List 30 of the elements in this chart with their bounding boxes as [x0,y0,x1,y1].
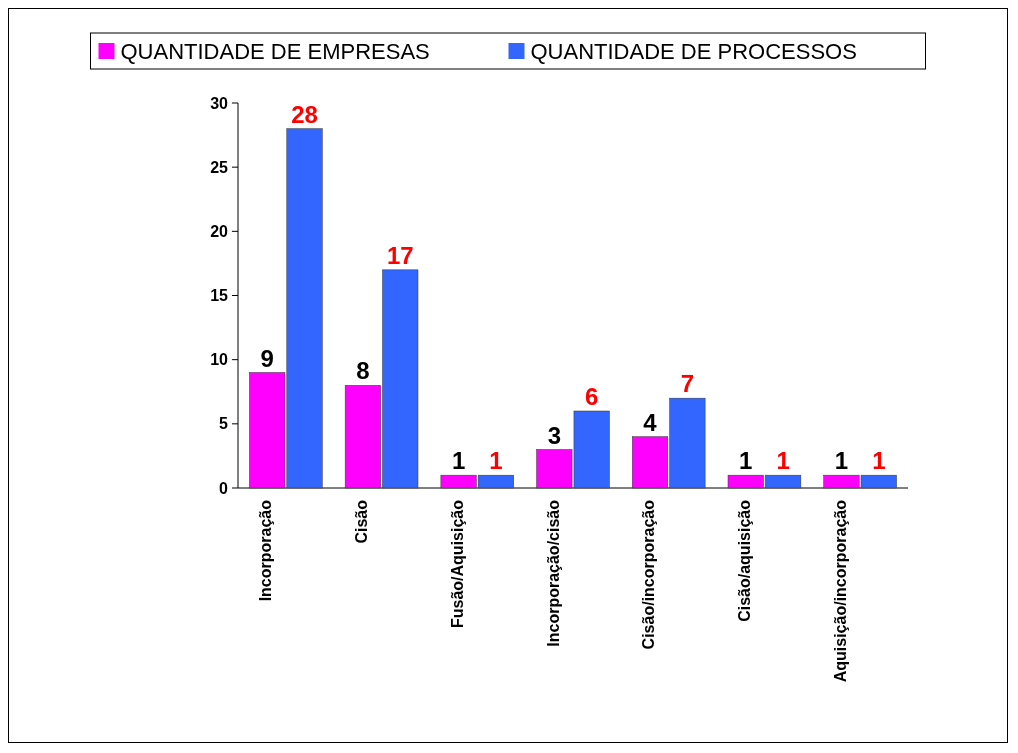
data-label: 28 [291,100,318,128]
data-label: 17 [386,241,414,269]
data-label: 1 [834,447,849,475]
data-label: 3 [547,421,561,449]
x-tick-label: Incorporação [257,499,275,602]
data-label: 1 [739,447,753,475]
y-tick-label: 30 [210,94,229,112]
data-label: 1 [489,447,503,475]
y-tick-label: 0 [219,479,229,497]
x-tick-label: Cisão/aquisição [736,499,754,622]
x-tick-label: Fusão/Aquisição [448,499,466,629]
data-label: 1 [451,447,466,475]
y-tick-label: 20 [210,222,229,240]
x-tick-label: Aquisição/incorporação [831,499,849,683]
data-label: 9 [260,344,274,372]
data-label: 1 [872,447,886,475]
data-label: 4 [643,408,658,436]
y-tick-label: 10 [210,351,229,369]
x-tick-label: Cisão/incorporação [640,499,658,650]
x-tick-label: Incorporação/cisão [544,499,562,647]
y-tick-label: 15 [210,287,229,305]
data-label: 6 [585,383,599,410]
data-label: 1 [776,447,790,475]
y-tick-label: 25 [210,158,229,176]
y-tick-label: 5 [219,415,229,433]
data-label: 7 [680,370,695,398]
legend-label: QUANTIDADE DE EMPRESAS [120,38,430,64]
x-tick-label: Cisão [353,499,371,544]
data-label: 8 [356,357,370,385]
legend-label: QUANTIDADE DE PROCESSOS [530,38,857,64]
